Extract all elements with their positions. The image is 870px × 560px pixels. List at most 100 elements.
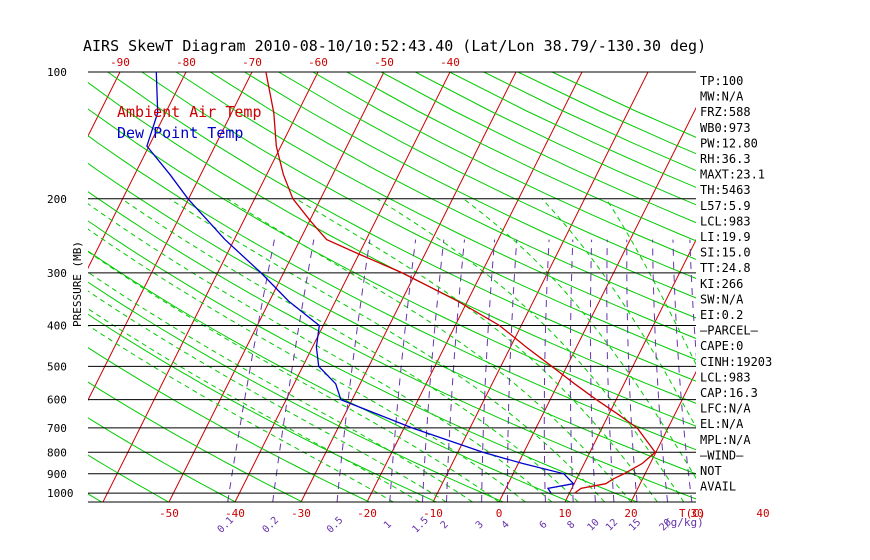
- moist-adiabat-line: [121, 198, 579, 502]
- isotherm-line: [0, 72, 54, 502]
- legend-air-temp: Ambient Air Temp: [117, 103, 262, 121]
- moist-adiabat-line: [605, 198, 696, 366]
- index-line: WB0:973: [700, 121, 751, 135]
- mixing-ratio-label: 1: [382, 519, 394, 531]
- moist-adiabat-line: [88, 308, 421, 502]
- top-temp-tick-label: -90: [110, 56, 130, 69]
- dry-adiabat-line: [88, 281, 504, 502]
- dry-adiabat-line: [141, 72, 696, 361]
- isotherm-line: [88, 72, 121, 138]
- moist-adiabat-line: [226, 198, 632, 502]
- index-line: RH:36.3: [700, 152, 751, 166]
- isotherm-line: [102, 72, 319, 502]
- moist-adiabat-line: [88, 271, 473, 502]
- dry-adiabat-line: [88, 313, 437, 502]
- pressure-tick-label: 900: [47, 468, 67, 481]
- mixing-ratio-line: [422, 239, 445, 502]
- mixing-ratio-line: [446, 239, 465, 502]
- mixing-ratio-line: [336, 239, 371, 502]
- dry-adiabat-line: [175, 72, 696, 340]
- index-line: TH:5463: [700, 183, 751, 197]
- index-line: –WIND–: [700, 448, 744, 462]
- temp-tick-label: -30: [291, 507, 311, 520]
- moist-adiabat-line: [88, 203, 553, 502]
- isotherm-line: [829, 72, 870, 502]
- temp-tick-label: -10: [423, 507, 443, 520]
- dew-point-profile: [146, 72, 575, 494]
- temp-tick-label: 0: [496, 507, 503, 520]
- dry-adiabat-line: [312, 72, 696, 260]
- moist-adiabat-line: [169, 198, 605, 502]
- index-line: LFC:N/A: [700, 402, 751, 416]
- dry-adiabat-line: [88, 81, 696, 404]
- index-line: SI:15.0: [700, 246, 751, 260]
- mixing-ratio-line: [672, 239, 693, 502]
- mixing-ratio-line: [543, 239, 550, 502]
- index-line: AVAIL: [700, 480, 736, 494]
- index-line: TT:24.8: [700, 261, 751, 275]
- moist-adiabat-line: [376, 198, 685, 502]
- mixing-ratio-line: [481, 239, 496, 502]
- mixing-ratio-line: [689, 239, 696, 359]
- moist-adiabat-line: [463, 198, 696, 480]
- dry-adiabat-line: [88, 220, 638, 502]
- dry-adiabat-line: [88, 162, 696, 475]
- dry-adiabat-line: [346, 72, 696, 242]
- index-line: CAP:16.3: [700, 386, 758, 400]
- top-temp-tick-label: -50: [374, 56, 394, 69]
- isotherm-line: [88, 72, 253, 402]
- index-line: CAPE:0: [700, 339, 743, 353]
- isobar-lines: [88, 71, 696, 503]
- pressure-tick-label: 300: [47, 267, 67, 280]
- temp-unit-label: T(C): [679, 507, 706, 520]
- dry-adiabat-line: [88, 347, 370, 502]
- index-line: FRZ:588: [700, 105, 751, 119]
- isotherm-line: [366, 72, 583, 502]
- dry-adiabat-line: [88, 493, 102, 502]
- isotherm-line: [88, 72, 187, 270]
- mixing-ratio-line: [626, 239, 638, 502]
- top-temp-tick-label: -40: [440, 56, 460, 69]
- chart-title: AIRS SkewT Diagram 2010-08-10/10:52:43.4…: [83, 37, 706, 55]
- index-line: LI:19.9: [700, 230, 751, 244]
- pressure-tick-label: 500: [47, 360, 67, 373]
- index-line: –PARCEL–: [700, 324, 759, 338]
- index-line: LCL:983: [700, 370, 751, 384]
- index-line: SW:N/A: [700, 292, 744, 306]
- mixing-unit-label: (g/kg): [664, 516, 704, 529]
- index-line: EL:N/A: [700, 417, 744, 431]
- mixing-ratio-line: [227, 239, 275, 502]
- index-line: TP:100: [700, 74, 743, 88]
- dry-adiabat-line: [278, 72, 696, 280]
- index-line: L57:5.9: [700, 199, 751, 213]
- dry-adiabat-line: [107, 72, 696, 382]
- index-line: MAXT:23.1: [700, 168, 765, 182]
- temp-tick-label: 40: [756, 507, 769, 520]
- temp-tick-label: -50: [159, 507, 179, 520]
- temp-tick-label: -40: [225, 507, 245, 520]
- y-axis-label: PRESSURE (MB): [71, 241, 84, 327]
- mixing-ratio-line: [652, 239, 669, 502]
- dry-adiabat-line: [88, 454, 169, 502]
- top-temp-tick-label: -60: [308, 56, 328, 69]
- air-temp-profile: [265, 72, 657, 494]
- background-grid: [0, 72, 870, 502]
- isotherm-line: [234, 72, 451, 502]
- pressure-tick-label: 200: [47, 193, 67, 206]
- isotherm-line: [763, 72, 870, 502]
- moist-adiabat-line: [88, 228, 526, 502]
- top-temp-tick-label: -80: [176, 56, 196, 69]
- index-line: MPL:N/A: [700, 433, 751, 447]
- moist-adiabat-line: [88, 251, 500, 502]
- mixing-ratio-label: 8: [565, 519, 577, 531]
- dry-adiabat-line: [380, 72, 696, 224]
- index-line: NOT: [700, 464, 722, 478]
- mixing-ratio-line: [569, 239, 574, 502]
- mixing-ratio-label: 3: [474, 519, 486, 531]
- index-line: MW:N/A: [700, 90, 744, 104]
- pressure-tick-label: 1000: [47, 487, 74, 500]
- profile-lines: [146, 72, 657, 494]
- index-line: CINH:19203: [700, 355, 772, 369]
- dry-adiabat-line: [0, 72, 35, 502]
